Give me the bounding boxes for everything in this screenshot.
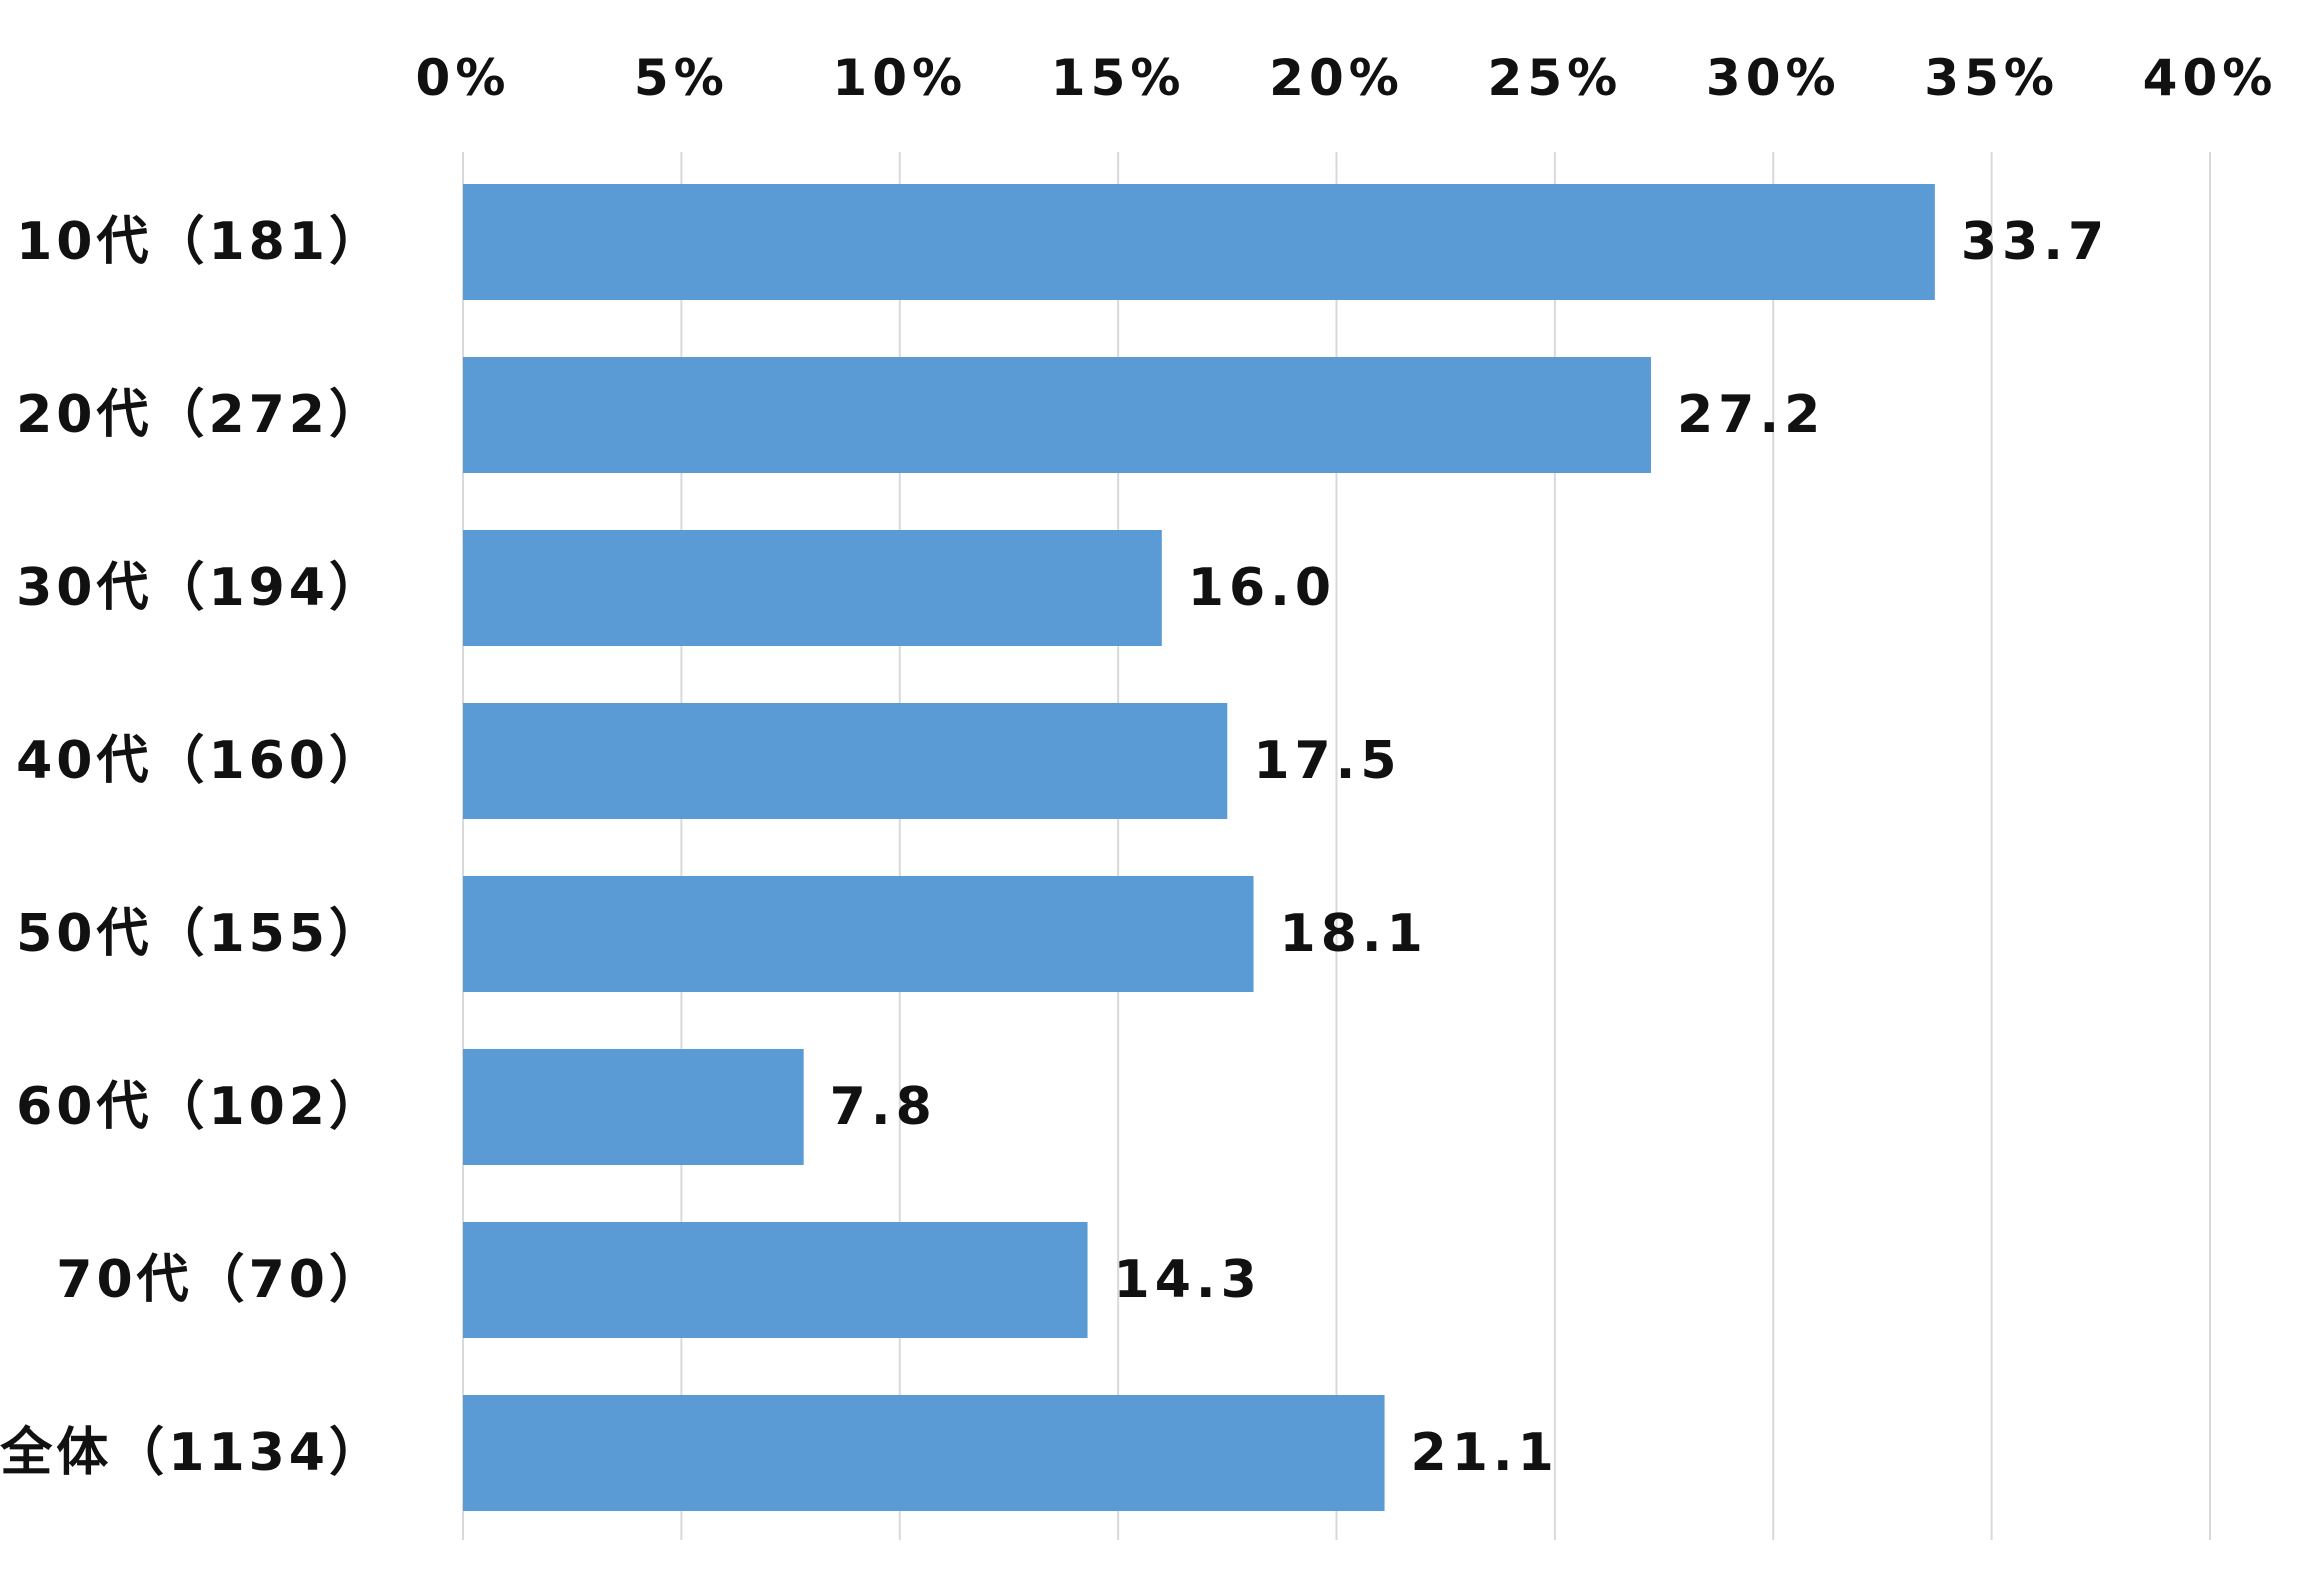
value-label: 16.0 <box>1188 558 1336 618</box>
category-label: 70代（70） <box>56 1250 385 1310</box>
x-tick-label: 40% <box>2143 49 2278 107</box>
category-label: 20代（272） <box>16 385 385 445</box>
category-label: 60代（102） <box>16 1077 385 1137</box>
category-label: 40代（160） <box>16 731 385 791</box>
value-label: 14.3 <box>1114 1250 1262 1310</box>
value-label: 21.1 <box>1411 1423 1559 1483</box>
bar-5 <box>463 1049 804 1165</box>
value-label: 17.5 <box>1253 731 1401 791</box>
category-label: 10代（181） <box>16 212 385 272</box>
bar-2 <box>463 530 1162 646</box>
bar-6 <box>463 1222 1088 1338</box>
bar-0 <box>463 184 1935 300</box>
x-tick-label: 35% <box>1924 49 2059 107</box>
bar-1 <box>463 357 1651 473</box>
x-tick-label: 20% <box>1269 49 1404 107</box>
category-label: 30代（194） <box>16 558 385 618</box>
bar-7 <box>463 1395 1385 1511</box>
category-label: 全体（1134） <box>0 1423 385 1483</box>
x-tick-label: 30% <box>1706 49 1841 107</box>
x-axis-ticks: 0% 5% 10% 15% 20% 25% 30% 35% 40% <box>416 49 2278 107</box>
bars <box>463 184 1935 1511</box>
x-tick-label: 10% <box>832 49 967 107</box>
value-label: 27.2 <box>1677 385 1825 445</box>
value-label: 18.1 <box>1280 904 1428 964</box>
category-labels: 10代（181） 20代（272） 30代（194） 40代（160） 50代（155）… <box>0 212 385 1483</box>
value-label: 7.8 <box>830 1077 937 1137</box>
x-tick-label: 5% <box>634 49 729 107</box>
x-tick-label: 0% <box>416 49 511 107</box>
value-labels: 33.7 27.2 16.0 17.5 18.1 7.8 14.3 21.1 <box>830 212 2109 1483</box>
category-label: 50代（155） <box>16 904 385 964</box>
x-tick-label: 15% <box>1051 49 1186 107</box>
bar-4 <box>463 876 1254 992</box>
bar-3 <box>463 703 1228 819</box>
value-label: 33.7 <box>1961 212 2109 272</box>
x-tick-label: 25% <box>1488 49 1623 107</box>
